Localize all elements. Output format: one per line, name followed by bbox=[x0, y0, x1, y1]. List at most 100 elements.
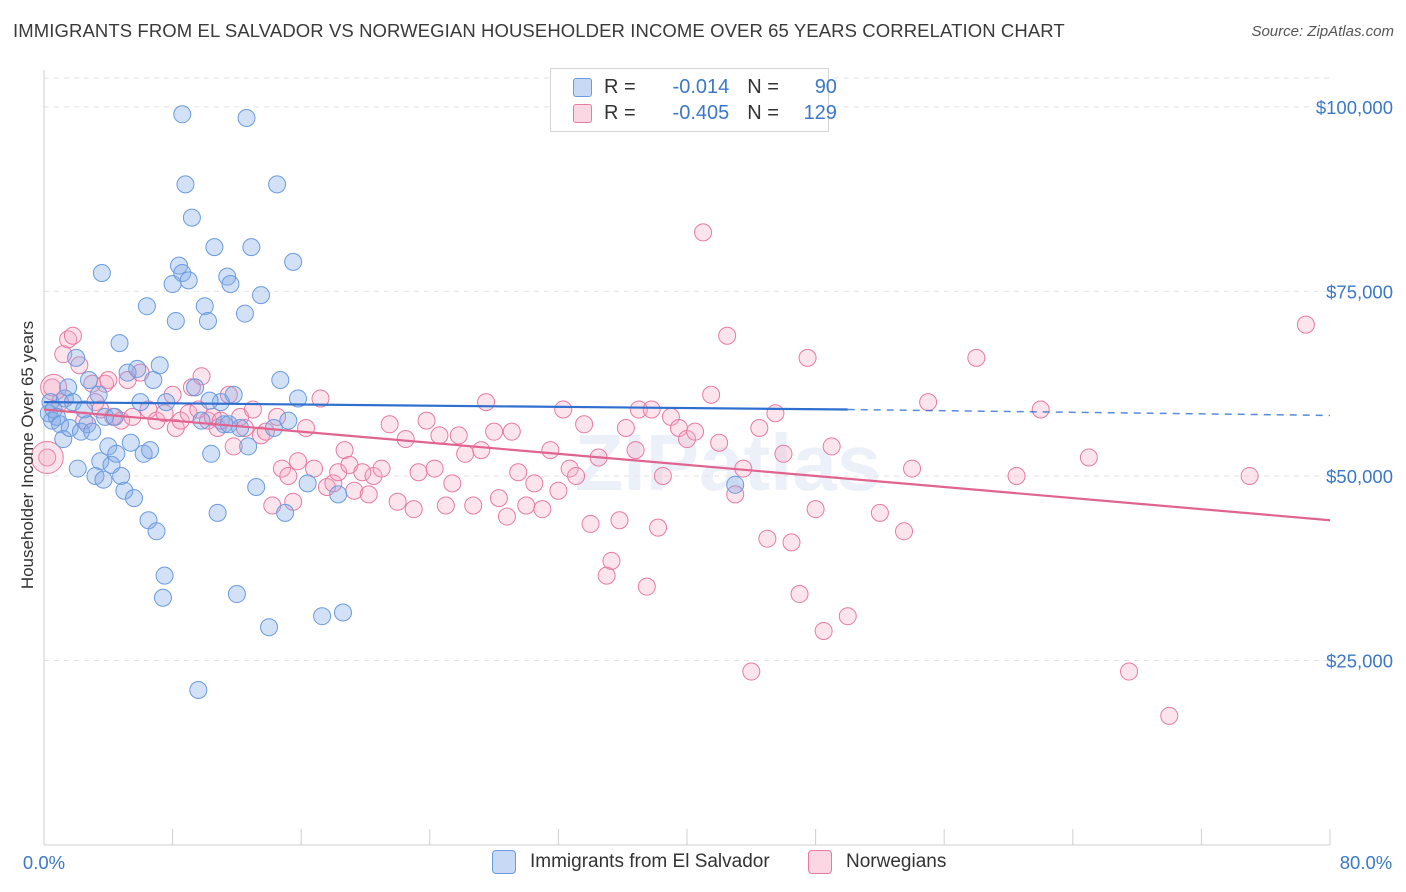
legend-row-norwegians: R = -0.405 N = 129 bbox=[573, 100, 837, 126]
norwegians-point bbox=[449, 426, 468, 445]
y-tick-label: $75,000 bbox=[1326, 281, 1393, 302]
el-salvador-point bbox=[107, 444, 126, 463]
norwegians-point bbox=[63, 326, 82, 345]
el-salvador-point bbox=[110, 334, 129, 353]
norwegians-point bbox=[774, 444, 793, 463]
el-salvador-point bbox=[121, 433, 140, 452]
source-note: Source: ZipAtlas.com bbox=[1251, 23, 1394, 40]
norwegians-point bbox=[581, 514, 600, 533]
el-salvador-points bbox=[39, 105, 745, 699]
el-salvador-point bbox=[176, 175, 195, 194]
norwegians-point bbox=[279, 466, 298, 485]
bottom-legend-el-salvador: Immigrants from El Salvador bbox=[492, 850, 770, 874]
el-salvador-point bbox=[726, 475, 745, 494]
norwegians-point bbox=[1120, 662, 1139, 681]
legend-swatch-blue bbox=[573, 77, 592, 97]
norwegians-point bbox=[798, 348, 817, 367]
norwegians-point bbox=[359, 485, 378, 504]
norwegians-point bbox=[472, 441, 491, 460]
norwegians-point bbox=[567, 466, 586, 485]
norwegians-point bbox=[497, 507, 516, 526]
norwegians-point bbox=[903, 459, 922, 478]
norwegians-point bbox=[782, 533, 801, 552]
norwegians-point bbox=[742, 662, 761, 681]
norwegians-point bbox=[192, 367, 211, 386]
el-salvador-point bbox=[313, 607, 332, 626]
el-salvador-point bbox=[141, 441, 160, 460]
y-tick-label: $25,000 bbox=[1326, 650, 1393, 671]
legend-row-el-salvador: R = -0.014 N = 90 bbox=[573, 74, 837, 100]
grid-lines bbox=[44, 77, 1330, 661]
norwegians-point bbox=[533, 500, 552, 519]
norwegians-point bbox=[525, 474, 544, 493]
x-tick-label: 80.0% bbox=[1340, 852, 1392, 873]
norwegians-point bbox=[430, 426, 449, 445]
watermark: ZIPatlas bbox=[575, 418, 882, 507]
norwegians-point bbox=[243, 400, 262, 419]
norwegians-point bbox=[616, 418, 635, 437]
norwegians-point bbox=[509, 463, 528, 482]
norwegians-point bbox=[311, 389, 330, 408]
el-salvador-point bbox=[128, 359, 147, 378]
norwegians-point bbox=[1296, 315, 1315, 334]
y-tick-label: $50,000 bbox=[1326, 466, 1393, 487]
norwegians-point bbox=[602, 551, 621, 570]
bottom-legend-swatch-pink bbox=[808, 850, 832, 874]
el-salvador-point bbox=[96, 407, 115, 426]
el-salvador-point bbox=[147, 522, 166, 541]
norwegians-point bbox=[43, 378, 62, 397]
norwegians-point bbox=[919, 393, 938, 412]
norwegians-point bbox=[895, 522, 914, 541]
norwegians-point bbox=[610, 511, 629, 530]
el-salvador-point bbox=[237, 108, 256, 127]
el-salvador-point bbox=[224, 385, 243, 404]
norwegians-point bbox=[517, 496, 536, 515]
norwegians-point bbox=[629, 400, 648, 419]
legend-n-label: N = bbox=[747, 101, 779, 124]
norwegians-point bbox=[268, 407, 287, 426]
norwegians-point bbox=[838, 607, 857, 626]
el-salvador-point bbox=[279, 411, 298, 430]
norwegians-point bbox=[380, 415, 399, 434]
el-salvador-point bbox=[235, 304, 254, 323]
el-salvador-point bbox=[89, 385, 108, 404]
norwegians-point bbox=[1079, 448, 1098, 467]
norwegians-point bbox=[404, 500, 423, 519]
norwegians-point bbox=[726, 485, 745, 504]
el-salvador-point bbox=[221, 275, 240, 294]
el-salvador-point bbox=[268, 175, 287, 194]
norwegians-point bbox=[224, 437, 243, 456]
el-salvador-point bbox=[195, 297, 214, 316]
norwegians-trend-line bbox=[43, 408, 1331, 522]
norwegians-point bbox=[575, 415, 594, 434]
el-salvador-point bbox=[179, 271, 198, 290]
el-salvador-point bbox=[189, 681, 208, 699]
el-salvador-point bbox=[227, 585, 246, 604]
el-salvador-point bbox=[94, 470, 113, 489]
norwegians-point bbox=[766, 404, 785, 423]
norwegians-point bbox=[335, 441, 354, 460]
el-salvador-point bbox=[242, 238, 261, 257]
norwegians-point bbox=[353, 463, 372, 482]
el-salvador-point bbox=[329, 485, 348, 504]
norwegians-point bbox=[425, 459, 444, 478]
el-salvador-trend-extension bbox=[847, 408, 1331, 417]
y-tick-label: $100,000 bbox=[1316, 97, 1393, 118]
norwegians-point bbox=[59, 330, 78, 349]
el-salvador-point bbox=[186, 378, 205, 397]
norwegians-point bbox=[372, 459, 391, 478]
norwegians-point bbox=[485, 422, 504, 441]
norwegians-point bbox=[814, 621, 833, 640]
legend-n-label: N = bbox=[747, 75, 779, 98]
el-salvador-point bbox=[137, 297, 156, 316]
el-salvador-point bbox=[51, 415, 70, 434]
el-salvador-point bbox=[198, 311, 217, 330]
norwegians-point bbox=[456, 444, 475, 463]
norwegians-point bbox=[967, 348, 986, 367]
norwegians-point bbox=[99, 371, 118, 389]
norwegians-point bbox=[637, 577, 656, 596]
legend-n-value: 90 bbox=[814, 75, 837, 98]
norwegians-point bbox=[288, 452, 307, 471]
norwegians-point bbox=[477, 393, 496, 412]
